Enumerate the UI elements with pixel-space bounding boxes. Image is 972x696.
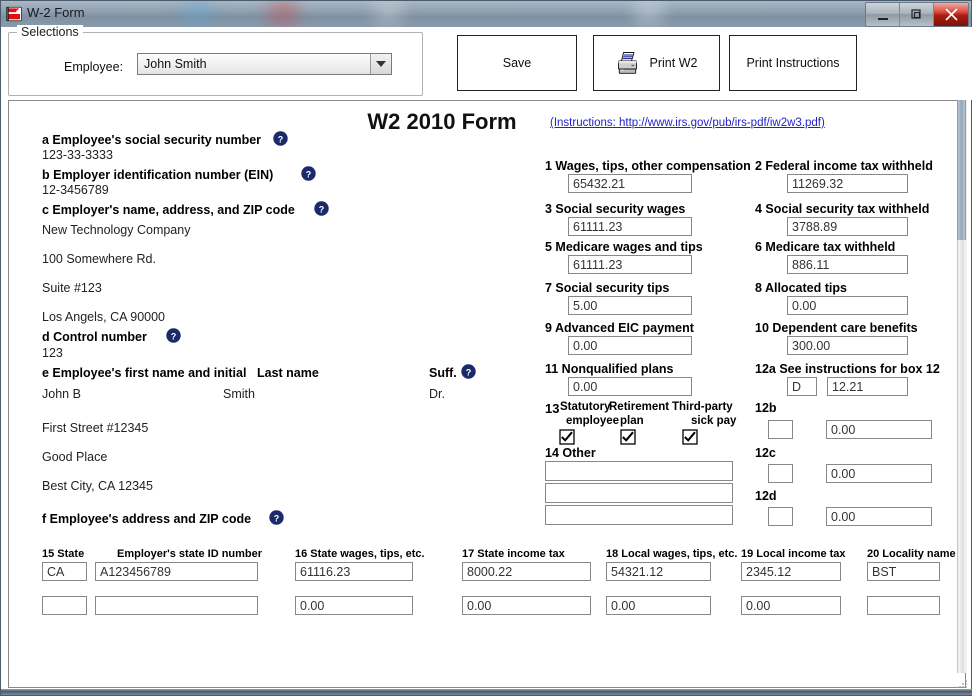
svg-text:?: ? [306, 170, 312, 180]
svg-text:?: ? [274, 514, 280, 524]
svg-text:?: ? [278, 135, 284, 145]
svg-text:?: ? [171, 332, 177, 342]
svg-text:?: ? [466, 368, 472, 378]
svg-text:?: ? [319, 205, 325, 215]
